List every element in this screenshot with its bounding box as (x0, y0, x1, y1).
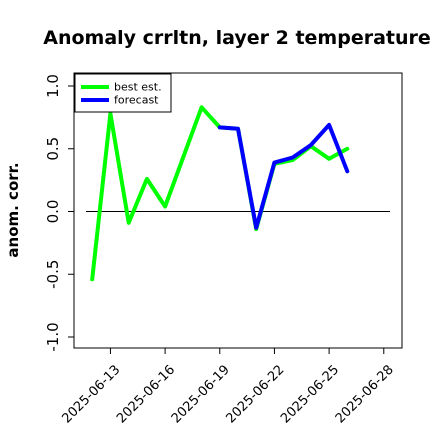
series-line-forecast (217, 122, 350, 230)
plot-frame (73, 72, 403, 349)
legend-label: forecast (114, 94, 159, 107)
x-tick-label: 2025-06-28 (333, 362, 397, 426)
series-layer (90, 105, 350, 282)
legend-box (74, 73, 172, 113)
series-line-best-est (90, 105, 350, 282)
y-tick-label: -1.0 (44, 322, 62, 351)
x-axis-ticks: 2025-06-132025-06-162025-06-192025-06-22… (59, 348, 397, 426)
y-axis-label: anom. corr. (4, 162, 22, 257)
y-axis-ticks: -1.0 -0.5 0.0 0.5 1.0 (44, 74, 74, 352)
y-tick-label: 0.0 (44, 200, 62, 224)
y-tick-label: 0.5 (44, 137, 62, 161)
y-tick-label: -0.5 (44, 260, 62, 289)
y-tick-label: 1.0 (44, 74, 62, 98)
legend-label: best est. (114, 81, 162, 94)
chart-title: Anomaly crrltn, layer 2 temperature (43, 27, 431, 49)
legend: best est.forecast (74, 73, 172, 113)
